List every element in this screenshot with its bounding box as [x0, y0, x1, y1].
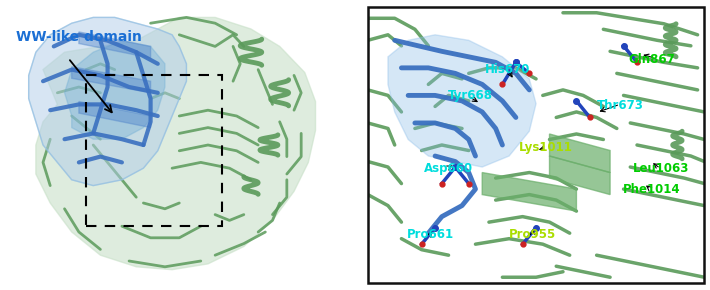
Text: Thr673: Thr673: [596, 99, 644, 112]
Polygon shape: [482, 173, 577, 211]
Text: His670: His670: [485, 63, 530, 76]
Text: Tyr668: Tyr668: [448, 89, 493, 102]
Polygon shape: [550, 156, 610, 195]
Polygon shape: [72, 67, 151, 93]
Polygon shape: [79, 102, 151, 128]
Text: Gln867: Gln867: [629, 53, 675, 66]
Text: Phe1014: Phe1014: [623, 183, 681, 195]
Text: Lys1011: Lys1011: [519, 141, 573, 154]
Polygon shape: [65, 41, 165, 139]
Text: Asp660: Asp660: [424, 162, 473, 175]
Text: Leu1063: Leu1063: [633, 162, 689, 175]
Polygon shape: [28, 17, 187, 186]
Polygon shape: [388, 35, 536, 167]
Polygon shape: [79, 32, 151, 58]
Polygon shape: [550, 134, 610, 173]
Text: WW-like domain: WW-like domain: [16, 30, 142, 44]
Text: Pro661: Pro661: [407, 228, 454, 241]
Text: Pro955: Pro955: [509, 228, 557, 241]
Polygon shape: [36, 17, 315, 270]
Bar: [86, 75, 222, 226]
